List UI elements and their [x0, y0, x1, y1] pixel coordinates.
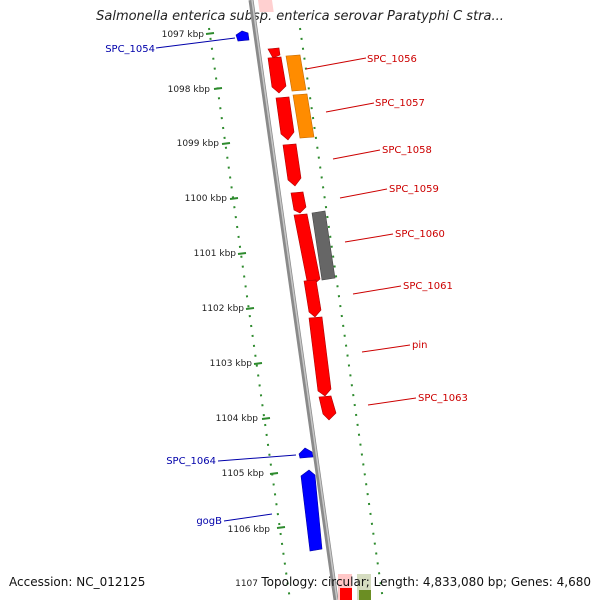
gene-arrow[interactable] — [267, 47, 281, 59]
gene-label-gogb[interactable]: gogB — [196, 516, 222, 527]
gene-arrow[interactable] — [235, 30, 250, 42]
gene-arrow[interactable] — [308, 316, 332, 397]
gene-arrow-gray[interactable] — [311, 210, 336, 281]
tick-label: 1098 kbp — [168, 85, 211, 95]
tick-label: 1097 kbp — [162, 30, 205, 40]
genome-backbone — [248, 0, 339, 600]
gene-label-spc-1061[interactable]: SPC_1061 — [403, 281, 453, 292]
gene-label-spc-1056[interactable]: SPC_1056 — [367, 54, 417, 65]
left-tick-track — [208, 27, 291, 600]
gene-arrow[interactable] — [282, 143, 302, 187]
accession-text: Accession: NC_012125 — [9, 575, 146, 589]
right-gene-labels: SPC_1056 SPC_1057 SPC_1058 SPC_1059 SPC_… — [367, 54, 468, 404]
tick-label: 1099 kbp — [177, 139, 220, 149]
gene-arrow[interactable] — [275, 96, 295, 141]
gene-label-spc-1063[interactable]: SPC_1063 — [418, 393, 468, 404]
tick-label: 1100 kbp — [185, 194, 228, 204]
tick-label: 1101 kbp — [194, 249, 237, 259]
gene-arrow[interactable] — [303, 279, 322, 318]
gene-label-spc-1060[interactable]: SPC_1060 — [395, 229, 445, 240]
kbp-tick-marks — [205, 32, 286, 529]
gene-label-spc-1058[interactable]: SPC_1058 — [382, 145, 432, 156]
kbp-tick-labels: 1097 kbp 1098 kbp 1099 kbp 1100 kbp 1101… — [162, 30, 271, 589]
right-leader-lines — [305, 57, 417, 406]
gene-label-spc-1057[interactable]: SPC_1057 — [375, 98, 425, 109]
gene-feature-bottom-red[interactable] — [340, 588, 352, 600]
forward-genes — [267, 47, 337, 421]
topology-text: Topology: circular; Length: 4,833,080 bp… — [261, 575, 591, 589]
reverse-genes — [235, 30, 323, 552]
gene-label-spc-1059[interactable]: SPC_1059 — [389, 184, 439, 195]
right-tick-track — [299, 27, 384, 600]
gene-label-spc-1054[interactable]: SPC_1054 — [105, 44, 155, 55]
gene-arrow[interactable] — [298, 447, 314, 459]
genome-backbone-highlight — [251, 0, 338, 600]
gene-arrow[interactable] — [300, 469, 323, 552]
left-leader-lines — [155, 37, 297, 522]
gene-arrow[interactable] — [267, 56, 287, 94]
tick-label: 1103 kbp — [210, 359, 253, 369]
gene-arrow[interactable] — [292, 93, 315, 139]
tick-label: 1105 kbp — [222, 469, 265, 479]
orange-genes — [285, 54, 315, 139]
gene-arrow[interactable] — [290, 191, 307, 214]
tick-label: 1106 kbp — [228, 525, 271, 535]
gene-feature-bottom-green[interactable] — [359, 590, 371, 600]
left-gene-labels: SPC_1054 SPC_1064 gogB — [105, 44, 222, 527]
gene-feature-top-faint[interactable] — [258, 0, 274, 12]
gene-label-pin[interactable]: pin — [412, 340, 427, 351]
tick-label: 1107 — [235, 579, 258, 589]
tick-label: 1104 kbp — [216, 414, 259, 424]
gene-arrow[interactable] — [285, 54, 307, 92]
map-title: Salmonella enterica subsp. enterica sero… — [96, 9, 504, 24]
gene-arrow[interactable] — [318, 395, 337, 421]
gene-label-spc-1064[interactable]: SPC_1064 — [166, 456, 216, 467]
tick-label: 1102 kbp — [202, 304, 245, 314]
